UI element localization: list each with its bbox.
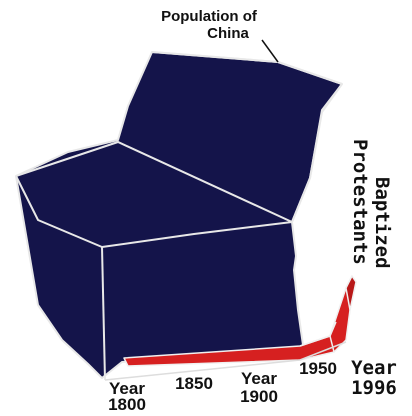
china-label-leader — [261, 39, 279, 63]
china-label-group: Population of China — [161, 8, 279, 63]
tick-1800-word: Year — [109, 379, 145, 398]
tick-1850-value: 1850 — [175, 374, 213, 393]
china-label-line2: China — [207, 25, 249, 42]
protestants-edge — [299, 321, 337, 347]
china-label-line1: Population of — [161, 8, 258, 25]
tick-1800-value: 1800 — [108, 395, 146, 414]
protestants-label-line-2: Protestants — [349, 139, 371, 265]
china-edge-back-right — [291, 83, 343, 223]
china-surface-main — [15, 51, 343, 379]
year-tick-labels: Year 1800 1850 Year 1900 1950 Year 1996 — [108, 357, 397, 414]
protestants-label: BaptizedProtestants — [349, 139, 393, 269]
protestants-label-line-1: Baptized — [371, 177, 393, 269]
tick-1900-value: 1900 — [240, 387, 278, 406]
china-edge-front-vertical — [101, 246, 106, 381]
tick-1900-word: Year — [241, 369, 277, 388]
year-axis-line — [104, 341, 347, 381]
tick-1950-value: 1950 — [299, 359, 337, 378]
series-china-population — [15, 51, 343, 381]
tick-1996-value: 1996 — [351, 377, 397, 399]
protestants-surface-side — [345, 275, 357, 311]
series-baptized-protestants — [123, 275, 357, 367]
tick-1996-word: Year — [351, 357, 397, 379]
china-edge-front-right — [101, 221, 293, 248]
china-edge-front-top — [15, 175, 103, 248]
china-edge-seat-back — [15, 140, 293, 223]
